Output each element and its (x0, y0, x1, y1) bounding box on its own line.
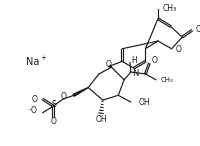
Text: Na: Na (26, 57, 39, 67)
Text: O: O (105, 60, 111, 69)
Text: O: O (150, 56, 156, 65)
Text: OH: OH (96, 115, 107, 124)
Text: N: N (131, 69, 138, 78)
Text: CH₃: CH₃ (160, 77, 173, 83)
Text: CH₃: CH₃ (162, 4, 176, 13)
Text: O: O (175, 45, 180, 54)
Text: +: + (41, 55, 46, 61)
Text: OH: OH (138, 98, 150, 107)
Text: O: O (195, 25, 200, 34)
Text: O: O (50, 117, 56, 126)
Text: H: H (130, 56, 136, 65)
Text: S: S (52, 100, 56, 110)
Text: O: O (61, 92, 67, 101)
Text: O: O (32, 95, 38, 104)
Text: ⁻O: ⁻O (28, 106, 38, 115)
Polygon shape (109, 65, 111, 67)
Polygon shape (73, 88, 88, 96)
